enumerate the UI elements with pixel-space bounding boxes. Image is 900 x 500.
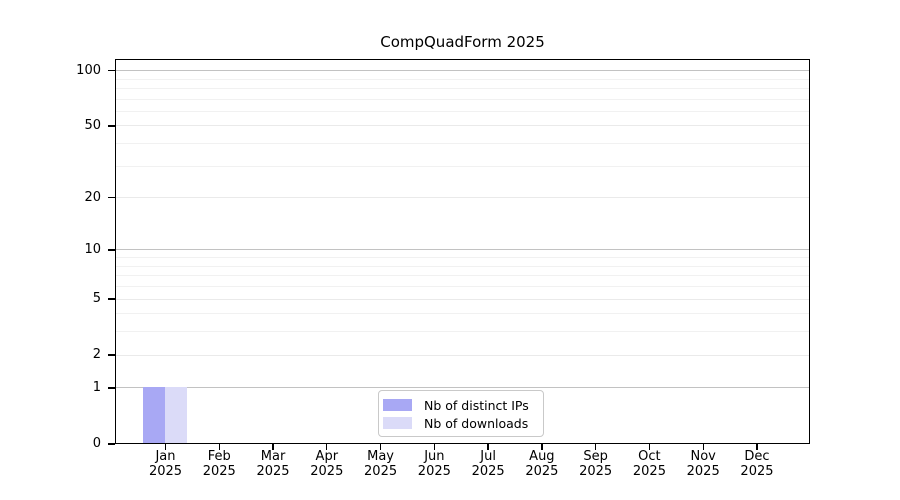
y-gridline-minor [116, 78, 809, 80]
legend-label-distinct-ips: Nb of distinct IPs [424, 397, 529, 413]
y-gridline-mid [116, 298, 809, 300]
x-axis-tick-label: Oct 2025 [632, 449, 666, 479]
y-axis-tick-label: 0 [92, 436, 101, 451]
y-gridline-minor [116, 257, 809, 259]
x-tick-mark [595, 444, 597, 450]
y-tick-mark [108, 443, 115, 445]
x-axis-tick-label: Jul 2025 [471, 449, 505, 479]
x-axis-tick-label: Jun 2025 [417, 449, 451, 479]
y-axis-tick-label: 2 [92, 347, 101, 363]
y-gridline-major [116, 387, 809, 389]
legend-label-downloads: Nb of downloads [424, 415, 529, 431]
y-gridline-minor [116, 110, 809, 112]
y-tick-mark [108, 249, 115, 251]
y-gridline-mid [116, 197, 809, 199]
y-gridline-mid [116, 125, 809, 127]
y-axis-tick-label: 50 [84, 117, 101, 133]
y-tick-mark [108, 298, 115, 300]
y-gridline-minor [116, 143, 809, 145]
x-axis-tick-label: Dec 2025 [740, 449, 774, 479]
y-gridline-mid [116, 354, 809, 356]
y-gridline-minor [116, 265, 809, 267]
x-tick-mark [218, 444, 220, 450]
x-tick-mark [433, 444, 435, 450]
x-axis-tick-label: Sep 2025 [579, 449, 613, 479]
legend-swatch-distinct-ips [383, 399, 412, 411]
x-axis-tick-label: May 2025 [364, 449, 398, 479]
y-axis-tick-label: 20 [84, 189, 101, 205]
y-tick-mark [108, 69, 115, 72]
x-axis-tick-label: Nov 2025 [686, 449, 720, 479]
chart-title: CompQuadForm 2025 [380, 33, 545, 51]
y-gridline-minor [116, 286, 809, 288]
x-axis-tick-label: Feb 2025 [202, 449, 236, 479]
x-tick-mark [541, 444, 543, 450]
y-gridline-major [116, 70, 809, 72]
x-tick-mark [379, 444, 382, 450]
y-gridline-minor [116, 331, 809, 333]
y-gridline-minor [116, 275, 809, 277]
x-axis-tick-label: Aug 2025 [525, 449, 559, 479]
y-axis-tick-label: 5 [92, 291, 101, 307]
x-tick-mark [648, 444, 651, 450]
y-tick-mark [108, 197, 115, 199]
y-gridline-minor [116, 98, 809, 100]
x-tick-mark [326, 444, 328, 450]
x-tick-mark [487, 444, 489, 450]
legend-item-distinct-ips: Nb of distinct IPs [383, 396, 539, 414]
y-gridline-major [116, 249, 809, 251]
x-tick-mark [702, 444, 704, 450]
y-axis-tick-label: 10 [84, 241, 101, 257]
legend-swatch-downloads [383, 417, 412, 429]
x-tick-mark [164, 444, 167, 450]
x-axis-tick-label: Apr 2025 [310, 449, 344, 479]
y-tick-mark [108, 125, 115, 127]
plot-area [115, 59, 810, 444]
bar-downloads-jan [165, 387, 188, 444]
x-axis-tick-label: Mar 2025 [256, 449, 290, 479]
y-gridline-minor [116, 87, 809, 89]
y-axis-tick-label: 100 [76, 62, 101, 78]
x-tick-mark [756, 444, 758, 450]
y-tick-mark [108, 387, 115, 389]
y-gridline-minor [116, 313, 809, 315]
legend-item-downloads: Nb of downloads [383, 414, 539, 432]
y-tick-mark [108, 354, 115, 356]
x-axis-tick-label: Jan 2025 [148, 449, 183, 479]
y-gridline-minor [116, 165, 809, 167]
legend: Nb of distinct IPs Nb of downloads [378, 390, 544, 437]
x-tick-mark [272, 444, 274, 450]
bar-distinct-ips-jan [142, 387, 165, 444]
y-axis-tick-label: 1 [92, 379, 101, 395]
